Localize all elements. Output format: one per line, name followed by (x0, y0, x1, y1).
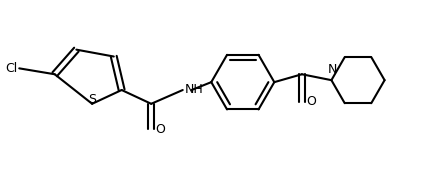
Text: O: O (306, 95, 316, 108)
Text: NH: NH (185, 82, 204, 96)
Text: Cl: Cl (5, 62, 17, 75)
Text: S: S (88, 93, 96, 106)
Text: O: O (155, 123, 165, 136)
Text: N: N (328, 63, 337, 76)
